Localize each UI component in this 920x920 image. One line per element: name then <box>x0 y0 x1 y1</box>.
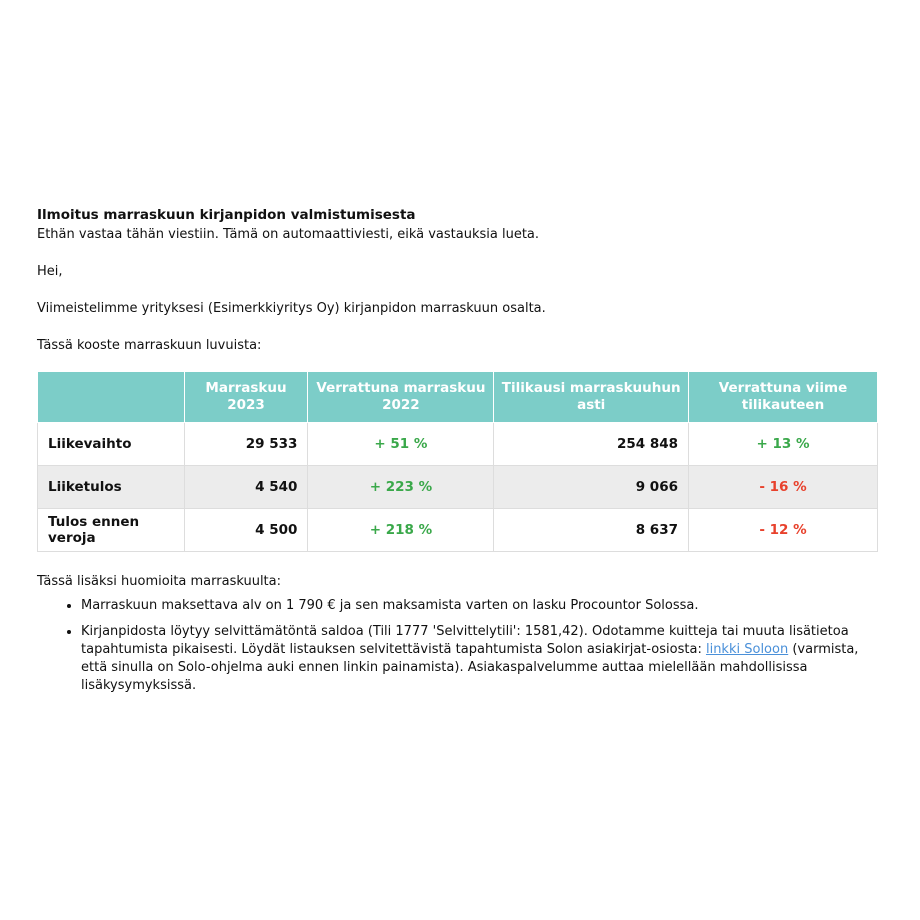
cell: 4 540 <box>183 465 309 509</box>
cell: + 218 % <box>307 508 495 552</box>
cell: 4 500 <box>183 508 309 552</box>
header-row: Marraskuu 2023 Verrattuna marraskuu 2022 T… <box>37 371 878 423</box>
table-row: Liikevaihto 29 533 + 51 % 254 848 + 13 % <box>37 422 878 466</box>
title: Ilmoitus marraskuun kirjanpidon valmistu… <box>37 207 416 223</box>
cell: 254 848 <box>493 422 689 466</box>
header-cell: Marraskuu 2023 <box>183 371 309 423</box>
cell: + 223 % <box>307 465 495 509</box>
notes-list: Marraskuun maksettava alv on 1 790 € ja … <box>37 597 882 695</box>
note-text: Kirjanpidosta löytyy selvittämätöntä sal… <box>81 624 849 657</box>
note-text: Marraskuun maksettava alv on 1 790 € ja … <box>81 598 699 613</box>
notes-intro: Tässä lisäksi huomioita marraskuulta: <box>37 574 282 589</box>
header-cell: Tilikausi marraskuuhun asti <box>493 371 689 423</box>
cell: 9 066 <box>493 465 689 509</box>
row-label: Liiketulos <box>37 465 185 509</box>
intro: Viimeistelimme yrityksesi (Esimerkkiyrit… <box>37 301 546 316</box>
table-row: Tulos ennen veroja 4 500 + 218 % 8 637- 12 … <box>37 508 878 552</box>
header-cell: Verrattuna viime tilikauteen <box>688 371 878 423</box>
summary-intro: Tässä kooste marraskuun luvuista: <box>37 338 262 353</box>
table-row: Liiketulos 4 540 + 223 % 9 066- 16 % <box>37 465 878 509</box>
cell: - 12 % <box>688 508 878 552</box>
cell: - 16 % <box>688 465 878 509</box>
cell: + 13 % <box>688 422 878 466</box>
note-item: Kirjanpidosta löytyy selvittämätöntä sal… <box>81 623 882 695</box>
email: Ilmoitus marraskuun kirjanpidon valmistu… <box>37 206 882 703</box>
header-cell <box>37 371 185 423</box>
greeting: Hei, <box>37 264 63 279</box>
link[interactable]: linkki Soloon <box>705 642 789 657</box>
cell: 29 533 <box>183 422 309 466</box>
cell: + 51 % <box>307 422 495 466</box>
note-text: (varmista, että sinulla on Solo-ohjelma … <box>81 642 859 693</box>
note-item: Marraskuun maksettava alv on 1 790 € ja … <box>81 597 882 615</box>
row-label: Tulos ennen veroja <box>37 508 185 552</box>
header-cell: Verrattuna marraskuu 2022 <box>307 371 495 423</box>
cell: 8 637 <box>493 508 689 552</box>
subtitle: Ethän vastaa tähän viestiin. Tämä on aut… <box>37 227 540 242</box>
summary-table: Marraskuu 2023 Verrattuna marraskuu 2022 T… <box>37 371 878 552</box>
row-label: Liikevaihto <box>37 422 185 466</box>
